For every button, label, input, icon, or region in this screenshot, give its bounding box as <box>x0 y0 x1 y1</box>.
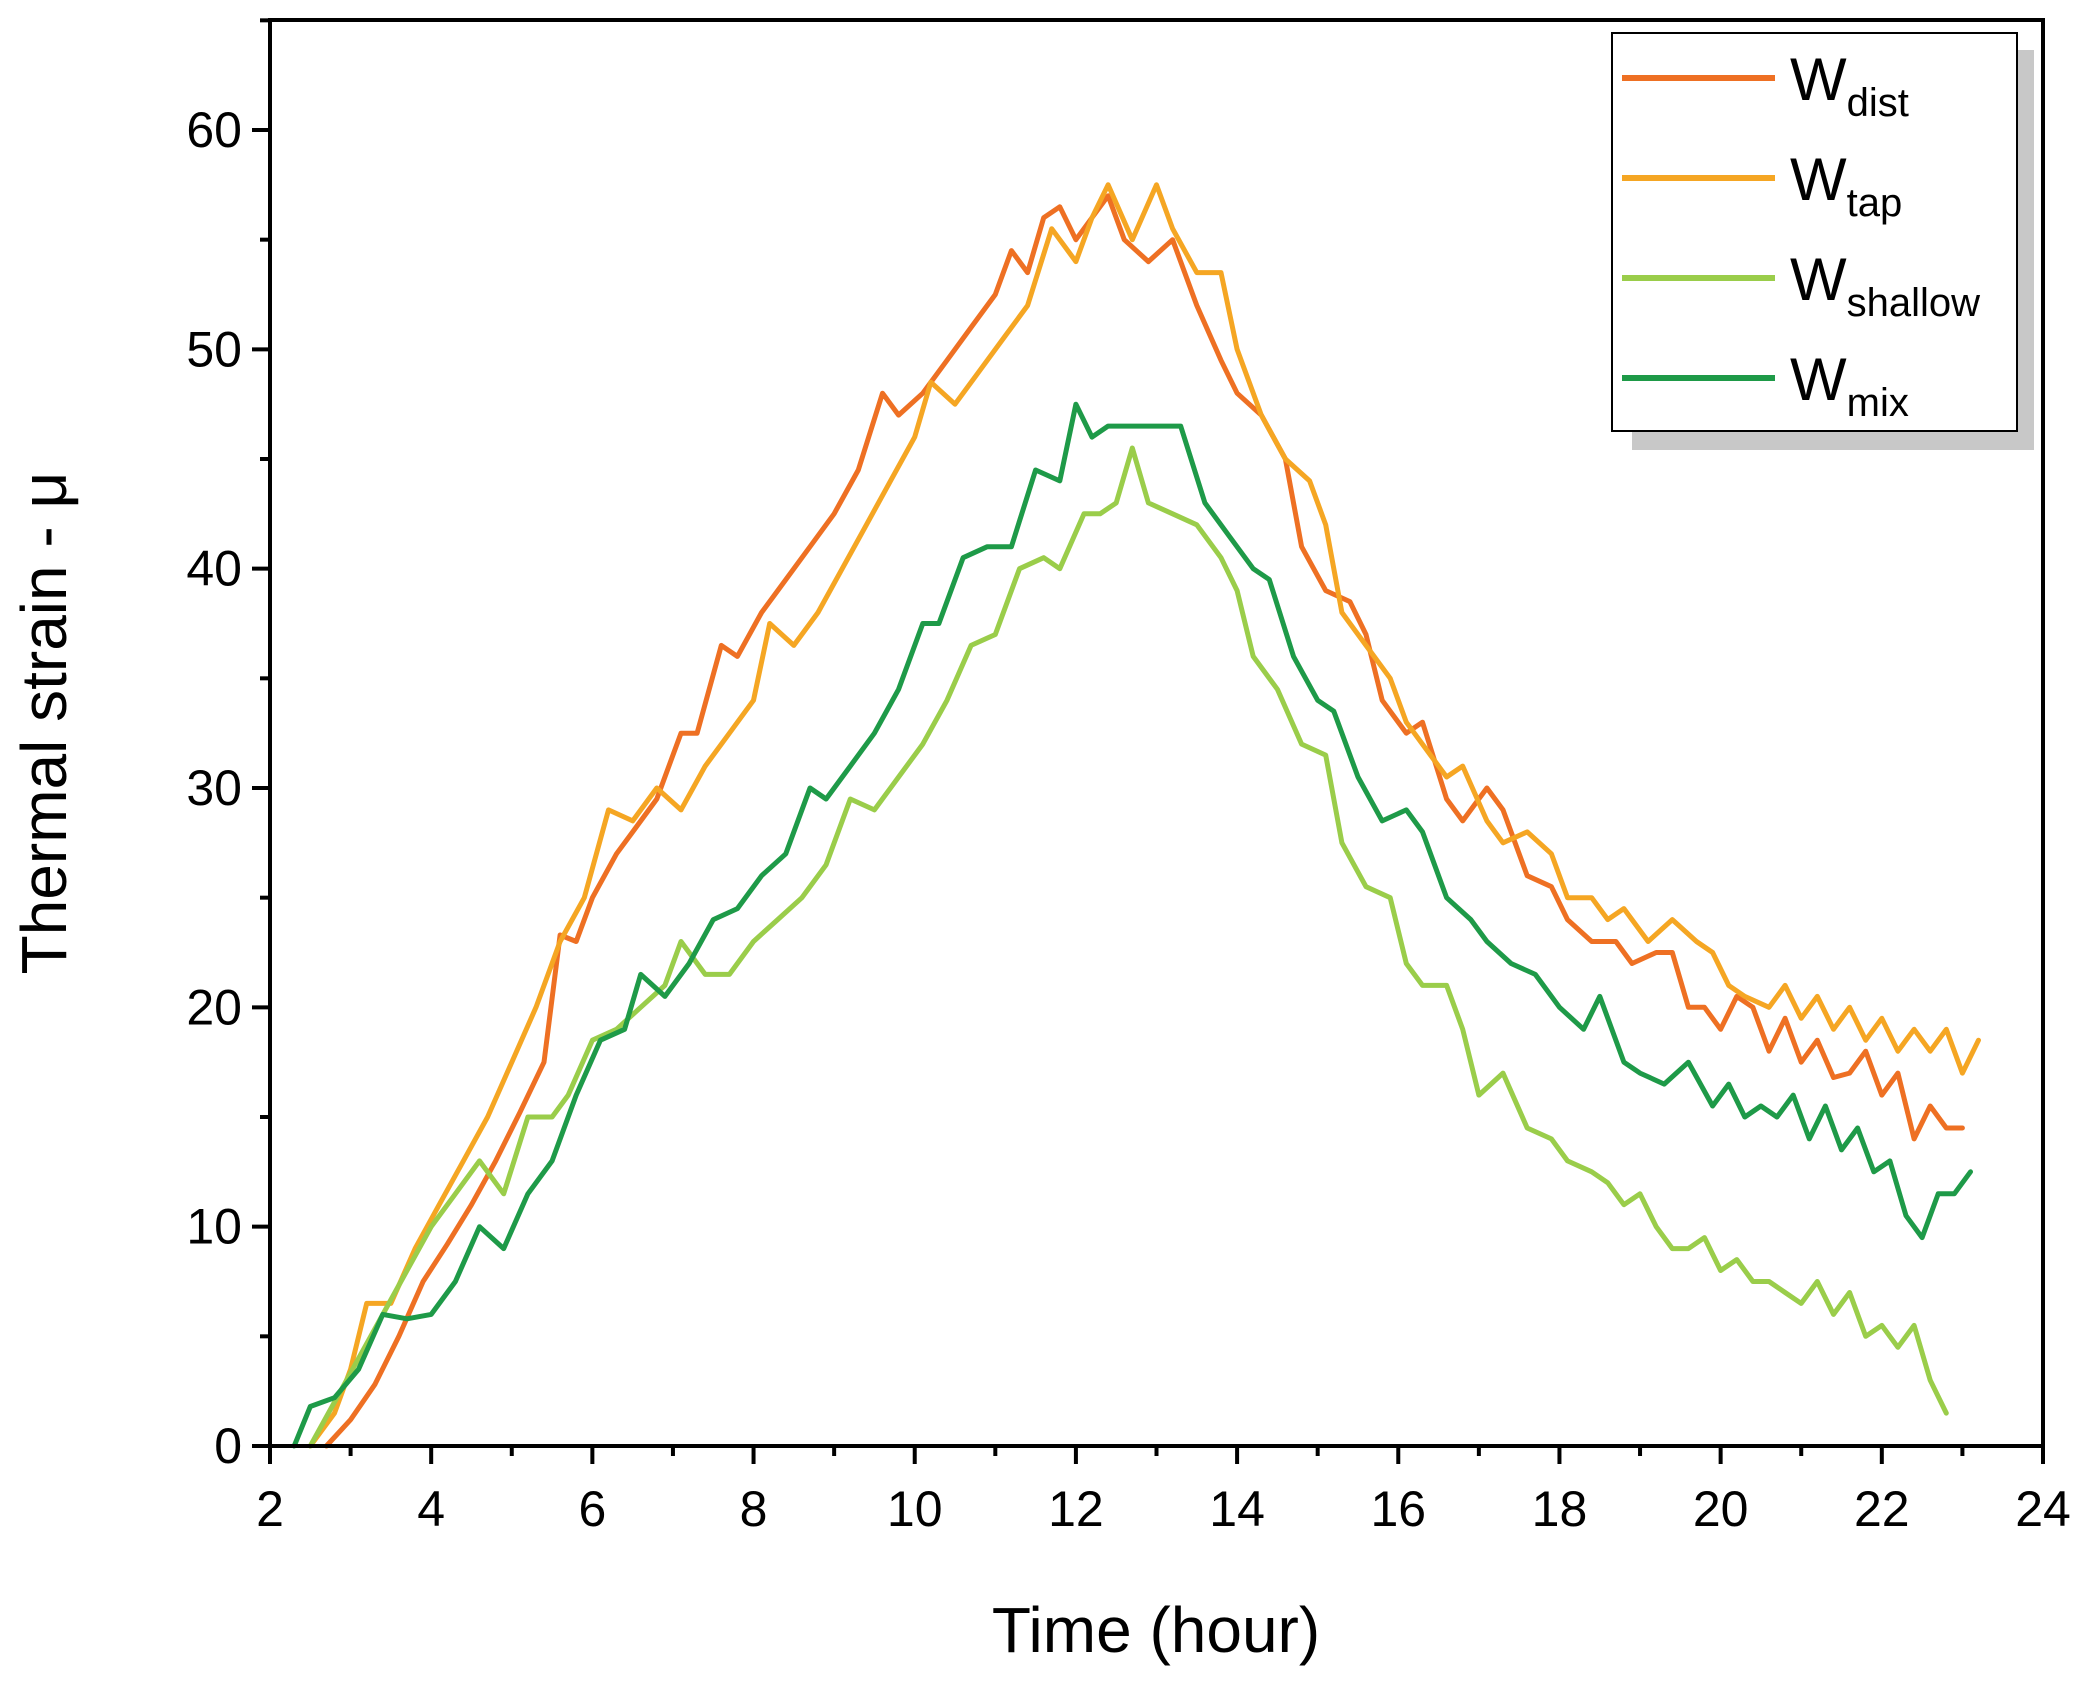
legend-label-main: W <box>1790 146 1847 213</box>
legend-label-subscript: tap <box>1847 181 1903 225</box>
x-tick-label: 16 <box>1370 1481 1426 1537</box>
series-line-mix <box>291 401 1973 1449</box>
y-axis-title: Thermal strain - μ <box>8 472 80 975</box>
legend-label-dist: Wdist <box>1790 46 1909 125</box>
legend-label-main: W <box>1790 246 1847 313</box>
series-line-dist <box>323 193 1965 1449</box>
x-tick-label: 12 <box>1048 1481 1104 1537</box>
y-tick-label: 30 <box>186 760 242 816</box>
x-tick-label: 4 <box>417 1481 445 1537</box>
x-tick-label: 2 <box>256 1481 284 1537</box>
legend-label-main: W <box>1790 46 1847 113</box>
legend-box <box>1611 32 2018 432</box>
x-tick-label: 20 <box>1693 1481 1749 1537</box>
x-tick-label: 14 <box>1209 1481 1265 1537</box>
series-line-tap <box>307 182 1981 1449</box>
legend-label-subscript: dist <box>1847 81 1909 125</box>
y-tick-label: 20 <box>186 979 242 1035</box>
y-tick-label: 10 <box>186 1199 242 1255</box>
legend-label-shallow: Wshallow <box>1790 246 1980 325</box>
x-tick-label: 6 <box>578 1481 606 1537</box>
x-axis-title: Time (hour) <box>992 1594 1320 1666</box>
y-tick-label: 0 <box>214 1418 242 1474</box>
x-tick-label: 8 <box>740 1481 768 1537</box>
x-tick-label: 10 <box>887 1481 943 1537</box>
x-tick-label: 22 <box>1854 1481 1910 1537</box>
legend-label-main: W <box>1790 346 1847 413</box>
legend-label-mix: Wmix <box>1790 346 1909 425</box>
legend-label-tap: Wtap <box>1790 146 1902 225</box>
y-tick-label: 40 <box>186 541 242 597</box>
y-tick-label: 60 <box>186 102 242 158</box>
legend-label-subscript: mix <box>1847 381 1909 425</box>
x-tick-label: 24 <box>2015 1481 2071 1537</box>
legend-label-subscript: shallow <box>1847 281 1981 325</box>
x-tick-label: 18 <box>1532 1481 1588 1537</box>
y-tick-label: 50 <box>186 321 242 377</box>
series-layer <box>291 182 1981 1449</box>
